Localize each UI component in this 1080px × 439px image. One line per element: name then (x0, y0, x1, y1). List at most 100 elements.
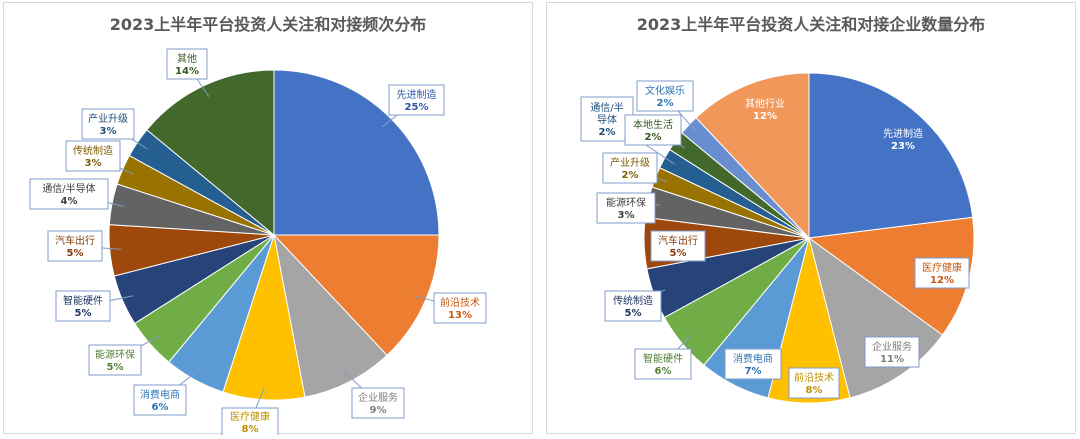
slice-percent-label: 2% (622, 170, 639, 181)
slice-percent-label: 2% (645, 132, 662, 143)
slice-percent-label: 4% (61, 196, 78, 207)
slice-category-label: 文化娱乐 (645, 84, 685, 97)
label-box (724, 348, 782, 380)
slice-category-label: 消费电商 (733, 352, 773, 365)
label-box (81, 108, 135, 140)
slice-category-label: 企业服务 (872, 340, 912, 353)
slice-percent-label: 3% (85, 158, 102, 169)
label-box (788, 367, 840, 399)
label-box (624, 114, 682, 146)
label-box (221, 407, 279, 435)
slice-category-label: 前沿技术 (440, 296, 480, 309)
label-box (55, 290, 111, 322)
slice-percent-label: 3% (618, 210, 635, 221)
label-box (604, 290, 662, 322)
slice-percent-label: 5% (67, 248, 84, 259)
slice-percent-label: 12% (930, 275, 954, 286)
label-box (88, 344, 142, 376)
slice-percent-label: 9% (370, 405, 387, 416)
pie-slice (695, 72, 810, 240)
pie-callouts: 先进制造25%前沿技术13%企业服务9%医疗健康8%消费电商6%能源环保5%智能… (29, 48, 487, 435)
slice-category-label: 其他行业 (745, 97, 785, 110)
label-box (636, 80, 694, 112)
pie-callouts: 先进制造23%医疗健康12%企业服务11%前沿技术8%消费电商7%智能硬件6%传… (580, 80, 970, 399)
label-box (602, 152, 658, 184)
pie-slices (108, 69, 440, 401)
slice-percent-label: 2% (599, 127, 616, 138)
chart-panel-frequency: 2023上半年平台投资人关注和对接频次分布 先进制造 25% 前沿技术 13% 企业服务… (3, 2, 533, 435)
slice-percent-label: 13% (448, 310, 472, 321)
slice-category-label: 医疗健康 (230, 410, 270, 423)
label-box (65, 140, 121, 172)
slice-percent-label: 25% (405, 102, 429, 113)
slice-percent-label: 3% (100, 126, 117, 137)
slice-percent-label: 5% (75, 308, 92, 319)
pie-slices (643, 72, 975, 404)
slice-percent-label: 23% (891, 141, 915, 152)
slice-category-label: 本地生活 (633, 118, 673, 131)
slice-category-label: 汽车出行 (55, 234, 95, 247)
slice-category-label: 导体 (597, 114, 617, 126)
slice-category-label: 通信/半导体 (42, 182, 95, 195)
slice-category-label: 其他 (177, 52, 197, 65)
slice-percent-label: 8% (242, 424, 259, 435)
pie-slice (146, 69, 275, 237)
slice-category-label: 产业升级 (88, 112, 128, 125)
slice-category-label: 消费电商 (140, 388, 180, 401)
slice-category-label: 企业服务 (358, 391, 398, 404)
slice-percent-label: 14% (175, 66, 199, 77)
slice-category-label: 智能硬件 (643, 352, 683, 365)
slice-category-label: 产业升级 (610, 156, 650, 169)
pie-chart-frequency: 先进制造25%前沿技术13%企业服务9%医疗健康8%消费电商6%能源环保5%智能… (29, 48, 487, 435)
slice-category-label: 汽车出行 (658, 234, 698, 247)
slice-percent-label: 6% (152, 402, 169, 413)
slice-category-label: 能源环保 (95, 348, 135, 361)
slice-category-label: 传统制造 (73, 144, 113, 157)
label-box (864, 336, 920, 368)
slice-category-label: 前沿技术 (794, 371, 834, 384)
chart-title: 2023上半年平台投资人关注和对接企业数量分布 (636, 15, 986, 34)
slice-percent-label: 8% (806, 385, 823, 396)
slice-percent-label: 5% (670, 248, 687, 259)
slice-percent-label: 7% (745, 366, 762, 377)
pie-slice (272, 234, 440, 356)
slice-percent-label: 5% (625, 308, 642, 319)
label-box (433, 292, 487, 324)
pie-slice (273, 69, 440, 236)
slice-category-label: 智能硬件 (63, 294, 103, 307)
slice-category-label: 能源环保 (606, 196, 646, 209)
label-box (580, 96, 634, 142)
slice-percent-label: 11% (880, 354, 904, 365)
label-box (388, 84, 445, 116)
label-box (634, 348, 692, 380)
label-box (596, 192, 656, 224)
chart-title: 2023上半年平台投资人关注和对接频次分布 (109, 15, 427, 34)
slice-category-label: 传统制造 (613, 294, 653, 307)
slice-category-label: 先进制造 (397, 88, 437, 101)
slice-percent-label: 5% (107, 362, 124, 373)
label-box (650, 230, 706, 262)
label-box (133, 384, 187, 416)
slice-category-label: 先进制造 (883, 127, 923, 140)
